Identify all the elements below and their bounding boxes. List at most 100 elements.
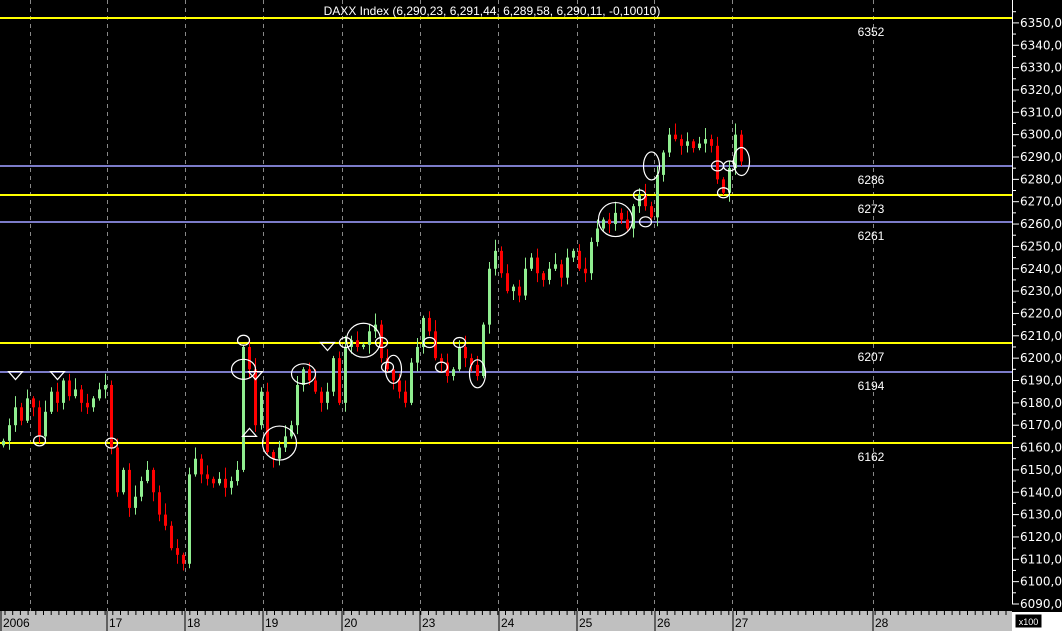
candle-body — [518, 286, 521, 296]
y-tick-label: 6220,0 — [1020, 306, 1062, 320]
y-tick-label: 6230,0 — [1020, 284, 1062, 298]
candle-body — [722, 179, 725, 193]
candle-body — [68, 380, 71, 397]
candle — [704, 127, 707, 153]
candle — [230, 476, 233, 495]
scale-label: x100 — [1019, 617, 1039, 627]
support-resistance-levels: 6352 6286 6273 6261 6207 6194 6162 — [0, 17, 1012, 464]
y-tick-label: 6130,0 — [1020, 508, 1062, 522]
candle-body — [236, 469, 239, 482]
candle — [500, 246, 503, 278]
y-tick-label: 6240,0 — [1020, 262, 1062, 276]
candle — [368, 324, 371, 354]
candle — [482, 322, 485, 379]
x-tick-label: 17 — [109, 616, 123, 630]
candle — [326, 382, 329, 410]
y-tick-label: 6110,0 — [1020, 552, 1062, 566]
candle-body — [278, 447, 281, 459]
candle-body — [386, 358, 389, 370]
candle — [536, 248, 539, 283]
candle — [50, 387, 53, 415]
candle-body — [602, 219, 605, 229]
candle — [158, 485, 161, 522]
candle-body — [440, 358, 443, 363]
candle-body — [176, 548, 179, 555]
x-tick-label: 25 — [579, 616, 593, 630]
circle-marker — [716, 187, 731, 199]
level-label: 6352 — [858, 25, 885, 39]
triangle-down-marker — [7, 370, 24, 381]
candle-body — [266, 391, 269, 453]
y-tick-label: 6160,0 — [1020, 441, 1062, 455]
candle-body — [542, 273, 545, 280]
candle-body — [98, 389, 101, 399]
x-axis-band — [0, 611, 1012, 631]
candle — [452, 367, 455, 381]
candle — [140, 476, 143, 502]
candle — [26, 389, 29, 423]
candle — [68, 373, 71, 401]
candle-body — [146, 469, 149, 482]
y-tick-label: 6150,0 — [1020, 463, 1062, 477]
candle-body — [344, 346, 347, 403]
candle — [662, 150, 665, 182]
candle-body — [572, 250, 575, 258]
y-tick-label: 6300,0 — [1020, 128, 1062, 142]
candle — [572, 248, 575, 263]
candle — [650, 201, 653, 220]
candle-body — [14, 407, 17, 426]
candle — [98, 382, 101, 401]
candle — [668, 127, 671, 157]
candle-body — [524, 268, 527, 296]
triangle-down-marker — [247, 370, 264, 381]
candle — [80, 384, 83, 412]
candle — [116, 438, 119, 497]
candle-body — [110, 384, 113, 448]
candle-body — [656, 174, 659, 218]
candle-body — [380, 324, 383, 359]
candle — [278, 440, 281, 466]
y-tick-label: 6140,0 — [1020, 485, 1062, 499]
candle — [110, 380, 113, 455]
ellipse-marker — [468, 359, 487, 389]
y-axis: 6350,0 6340,0 6330,0 6320,0 6310,0 6300,0 6290… — [1012, 11, 1062, 611]
y-tick-label: 6200,0 — [1020, 351, 1062, 365]
y-tick-label: 6280,0 — [1020, 172, 1062, 186]
candle — [554, 253, 557, 271]
scale-box — [1014, 613, 1043, 629]
circle-marker — [236, 334, 251, 346]
candle-body — [392, 369, 395, 381]
grid-lines — [30, 0, 874, 611]
candle-body — [458, 346, 461, 370]
candle — [410, 358, 413, 406]
candle-body — [308, 369, 311, 381]
chart-title: DAXX Index (6,290,23, 6,291,44, 6,289,58… — [324, 4, 661, 18]
ellipse-marker — [345, 322, 382, 358]
candle-body — [632, 206, 635, 229]
candle-body — [728, 168, 731, 193]
candle — [338, 351, 341, 406]
candle-body — [554, 264, 557, 269]
candle — [134, 485, 137, 515]
circle-marker — [104, 437, 119, 449]
level-label: 6162 — [858, 450, 885, 464]
candle — [416, 338, 419, 372]
candle-body — [614, 212, 617, 225]
candle-body — [590, 241, 593, 274]
candle — [344, 335, 347, 412]
candle-body — [470, 358, 473, 365]
candle-body — [500, 250, 503, 274]
candle — [122, 467, 125, 495]
candle — [686, 132, 689, 153]
candle — [506, 264, 509, 294]
ellipse-marker — [642, 151, 661, 181]
candle-body — [356, 340, 359, 347]
candle — [86, 393, 89, 415]
candle-body — [128, 469, 131, 508]
candle-body — [680, 139, 683, 146]
candle — [170, 521, 173, 551]
candle — [182, 552, 185, 571]
candle-body — [170, 525, 173, 549]
